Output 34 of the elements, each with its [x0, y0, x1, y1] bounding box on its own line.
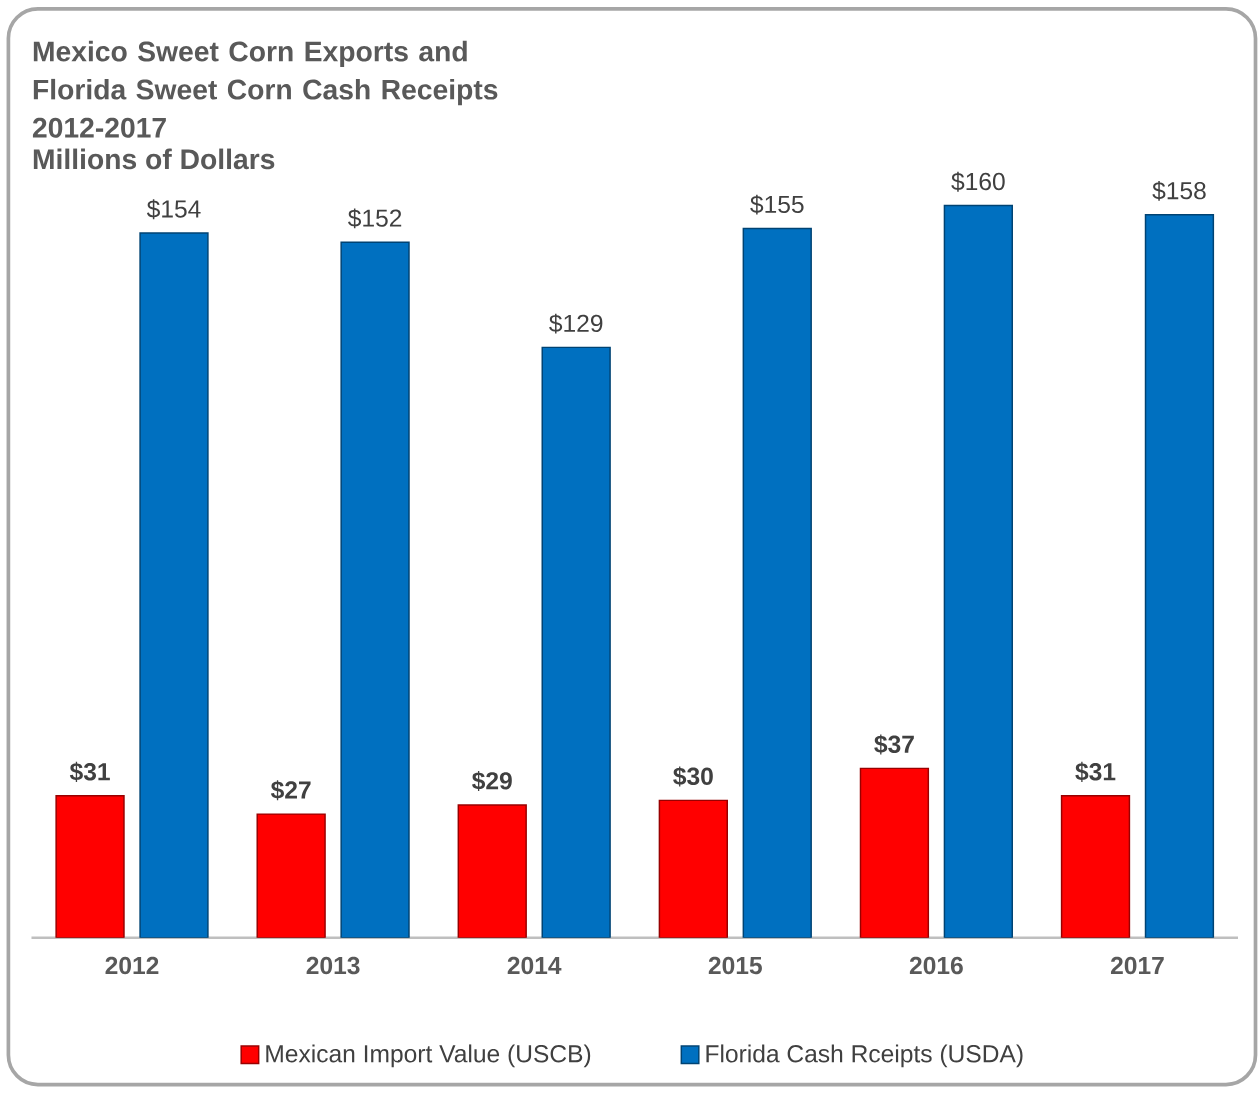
chart-subtitle: Millions of Dollars: [33, 148, 275, 170]
data-label: $31: [69, 761, 110, 782]
data-label: $160: [951, 171, 1005, 192]
bar: [256, 813, 326, 938]
x-tick-label: 2017: [1110, 956, 1164, 975]
data-label: $27: [270, 780, 311, 801]
bar: [859, 767, 930, 938]
x-tick-label: 2015: [708, 956, 762, 975]
bar: [742, 227, 812, 938]
data-label: $29: [472, 771, 512, 792]
bar: [457, 804, 527, 938]
bar: [55, 795, 125, 938]
x-tick-label: 2012: [105, 956, 159, 975]
data-label: $155: [750, 194, 804, 215]
legend-label: Florida Cash Rceipts (USDA): [706, 1044, 1023, 1068]
chart-title: Mexico Sweet Corn Exports and Florida Sweet Corn Cash Receipts 2012-2017: [32, 40, 498, 138]
data-label: $37: [874, 734, 914, 755]
bar: [1060, 795, 1131, 938]
bar: [1144, 213, 1215, 938]
data-label: $158: [1152, 180, 1206, 201]
bar: [658, 799, 728, 938]
x-tick-label: 2016: [909, 956, 963, 975]
data-label: $129: [549, 313, 603, 334]
data-label: $154: [146, 199, 201, 220]
data-label: $31: [1075, 761, 1116, 782]
bar: [340, 241, 410, 938]
data-label: $152: [348, 208, 402, 229]
bar: [541, 346, 611, 938]
data-label: $30: [673, 766, 713, 787]
x-tick-label: 2013: [306, 956, 360, 975]
bar: [943, 204, 1014, 938]
x-tick-label: 2014: [507, 956, 562, 975]
bar: [139, 232, 209, 938]
legend-label: Mexican Import Value (USCB): [266, 1044, 591, 1068]
